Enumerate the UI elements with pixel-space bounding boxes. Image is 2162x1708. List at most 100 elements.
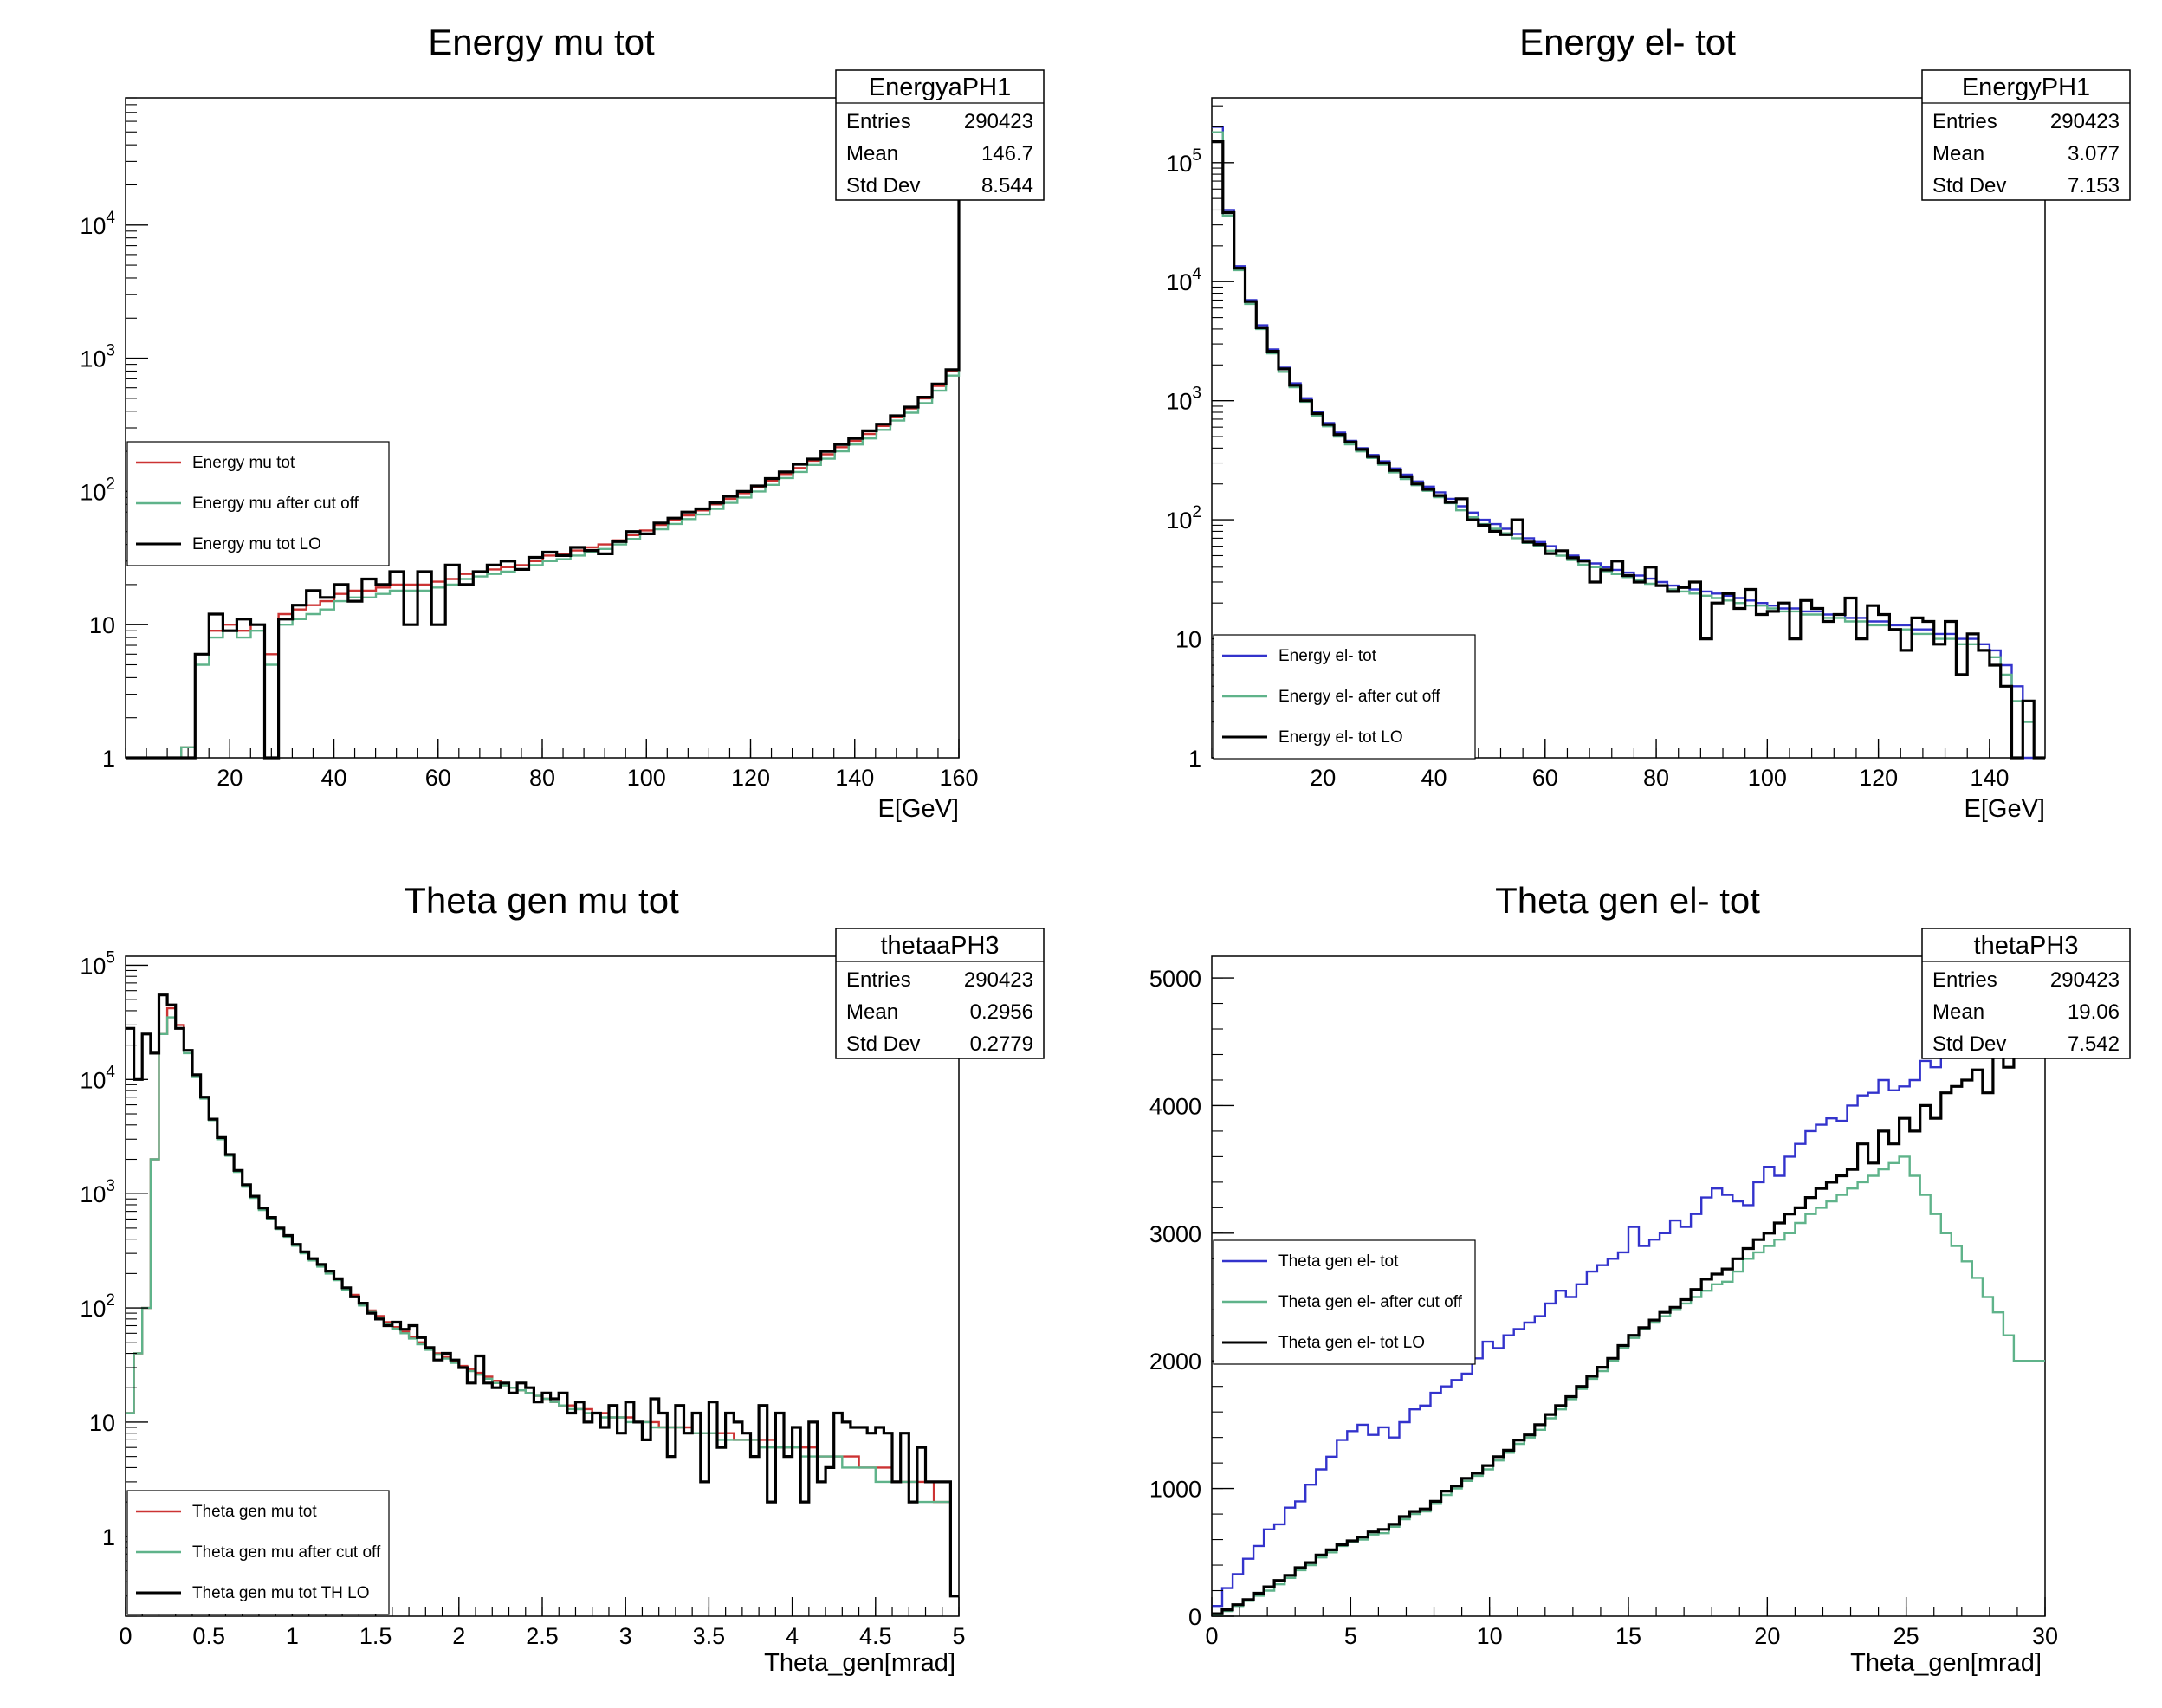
x-tick-label: 40 (1421, 765, 1447, 791)
x-tick-label: 0 (1205, 1623, 1218, 1649)
stats-stddev-value: 7.542 (2068, 1032, 2120, 1056)
y-tick-label: 102 (1166, 503, 1201, 534)
y-tick-label: 1 (102, 746, 115, 772)
chart-panel-theta-mu: Theta gen mu tot 0 0.5 1 1.5 2 2.5 3 3.5 4 4.5 5 1… (80, 880, 1045, 1677)
stats-entries-value: 290423 (964, 968, 1033, 992)
y-tick-label: 3000 (1149, 1221, 1201, 1247)
stats-mean-key: Mean (1932, 1000, 1984, 1024)
chart-title: Energy el- tot (1519, 22, 1736, 62)
legend-entry-2: Energy el- tot LO (1278, 728, 1403, 747)
stats-mean-value: 146.7 (981, 142, 1033, 165)
y-tick-exponent: 4 (106, 209, 115, 227)
x-tick-label: 100 (627, 765, 666, 791)
stats-stddev-key: Std Dev (846, 174, 920, 197)
x-tick-label: 25 (1893, 1623, 1919, 1649)
stats-name: EnergyPH1 (1962, 74, 2090, 101)
stats-mean-key: Mean (846, 1000, 898, 1024)
y-tick-label: 10 (89, 612, 115, 638)
stats-mean-value: 3.077 (2068, 142, 2120, 165)
x-tick-label: 120 (1859, 765, 1898, 791)
legend-entry-2: Theta gen mu tot TH LO (192, 1584, 370, 1602)
x-tick-label: 80 (529, 765, 555, 791)
x-tick-label: 4.5 (859, 1623, 892, 1649)
stats-name: EnergyaPH1 (869, 74, 1011, 101)
y-tick-label: 10 (89, 1410, 115, 1436)
stats-entries-key: Entries (846, 110, 911, 133)
legend-entry-2: Energy mu tot LO (192, 535, 321, 553)
y-tick-label: 103 (1166, 385, 1201, 415)
chart-panel-theta-el: Theta gen el- tot 0 5 10 15 20 25 30 0 1000 2000… (1149, 880, 2131, 1677)
legend-entry-1: Energy mu after cut off (192, 495, 359, 513)
x-tick-label: 5 (952, 1623, 965, 1649)
y-axis-ticks: 1 10 102 103 104 105 (80, 948, 148, 1617)
x-tick-label: 15 (1615, 1623, 1641, 1649)
x-tick-label: 1 (286, 1623, 299, 1649)
y-tick-label: 5000 (1149, 966, 1201, 992)
stats-entries-key: Entries (1932, 110, 1997, 133)
stats-box: EnergyaPH1 Entries 290423 Mean 146.7 Std… (835, 69, 1045, 201)
y-tick-label: 0 (1188, 1604, 1201, 1630)
y-tick-label: 104 (80, 1063, 115, 1093)
stats-entries-value: 290423 (2050, 110, 2120, 133)
x-tick-label: 30 (2032, 1623, 2058, 1649)
x-tick-label: 80 (1643, 765, 1669, 791)
series-layer (1212, 1027, 2045, 1616)
stats-entries-key: Entries (1932, 968, 1997, 992)
stats-stddev-value: 8.544 (981, 174, 1033, 197)
stats-stddev-value: 0.2779 (970, 1032, 1033, 1056)
legend-entry-1: Theta gen mu after cut off (192, 1543, 381, 1562)
x-tick-label: 20 (1310, 765, 1336, 791)
legend: Energy mu tot Energy mu after cut off En… (126, 441, 390, 566)
stats-box-frame (1921, 69, 2131, 201)
y-tick-exponent: 5 (106, 948, 115, 967)
x-tick-label: 3 (619, 1623, 632, 1649)
stats-mean-value: 19.06 (2068, 1000, 2120, 1024)
legend-entry-2: Theta gen el- tot LO (1278, 1334, 1425, 1352)
legend-entry-0: Energy el- tot (1278, 647, 1377, 665)
y-tick-exponent: 5 (1192, 146, 1201, 165)
stats-stddev-key: Std Dev (846, 1032, 920, 1056)
x-tick-label: 2 (452, 1623, 465, 1649)
chart-panel-energy-el: Energy el- tot 20 40 60 80 100 120 140 1 10 102 1… (1166, 22, 2131, 823)
stats-entries-key: Entries (846, 968, 911, 992)
y-tick-exponent: 3 (106, 342, 115, 360)
y-tick-label: 103 (80, 342, 115, 372)
x-tick-label: 4 (786, 1623, 799, 1649)
x-tick-label: 120 (731, 765, 770, 791)
stats-mean-key: Mean (1932, 142, 1984, 165)
y-tick-exponent: 2 (1192, 503, 1201, 521)
stats-stddev-key: Std Dev (1932, 174, 2006, 197)
legend: Theta gen mu tot Theta gen mu after cut … (126, 1490, 390, 1615)
x-tick-label: 60 (425, 765, 451, 791)
x-axis-title: E[GeV] (878, 795, 960, 823)
y-tick-exponent: 3 (106, 1177, 115, 1195)
chart-panel-energy-mu: Energy mu tot 20 40 60 80 100 120 140 160 1 10 10… (80, 22, 1045, 823)
y-tick-label: 1 (1188, 746, 1201, 772)
stats-mean-value: 0.2956 (970, 1000, 1033, 1024)
y-tick-label: 105 (1166, 146, 1201, 177)
x-tick-label: 20 (217, 765, 243, 791)
stats-name: thetaaPH3 (880, 932, 999, 960)
y-tick-label: 4000 (1149, 1093, 1201, 1119)
x-axis-title: Theta_gen[mrad] (764, 1649, 955, 1677)
x-axis-ticks: 20 40 60 80 100 120 140 160 (125, 739, 979, 791)
y-tick-label: 10 (1175, 627, 1201, 653)
y-tick-exponent: 4 (106, 1063, 115, 1081)
stats-box: EnergyPH1 Entries 290423 Mean 3.077 Std … (1921, 69, 2131, 201)
series-line-2 (126, 152, 961, 760)
x-tick-label: 0 (119, 1623, 132, 1649)
series-line-2 (1212, 1038, 2045, 1615)
x-tick-label: 20 (1754, 1623, 1780, 1649)
chart-title: Theta gen mu tot (404, 880, 679, 921)
y-tick-label: 105 (80, 948, 115, 979)
x-tick-label: 140 (835, 765, 874, 791)
y-tick-exponent: 2 (106, 475, 115, 493)
legend-entry-0: Theta gen mu tot (192, 1503, 317, 1521)
y-axis-ticks: 0 1000 2000 3000 4000 5000 (1149, 966, 1234, 1630)
series-line-2 (126, 993, 959, 1598)
chart-title: Energy mu tot (428, 22, 655, 62)
x-tick-label: 2.5 (526, 1623, 559, 1649)
y-tick-label: 1 (102, 1524, 115, 1550)
stats-box: thetaaPH3 Entries 290423 Mean 0.2956 Std… (835, 928, 1045, 1059)
